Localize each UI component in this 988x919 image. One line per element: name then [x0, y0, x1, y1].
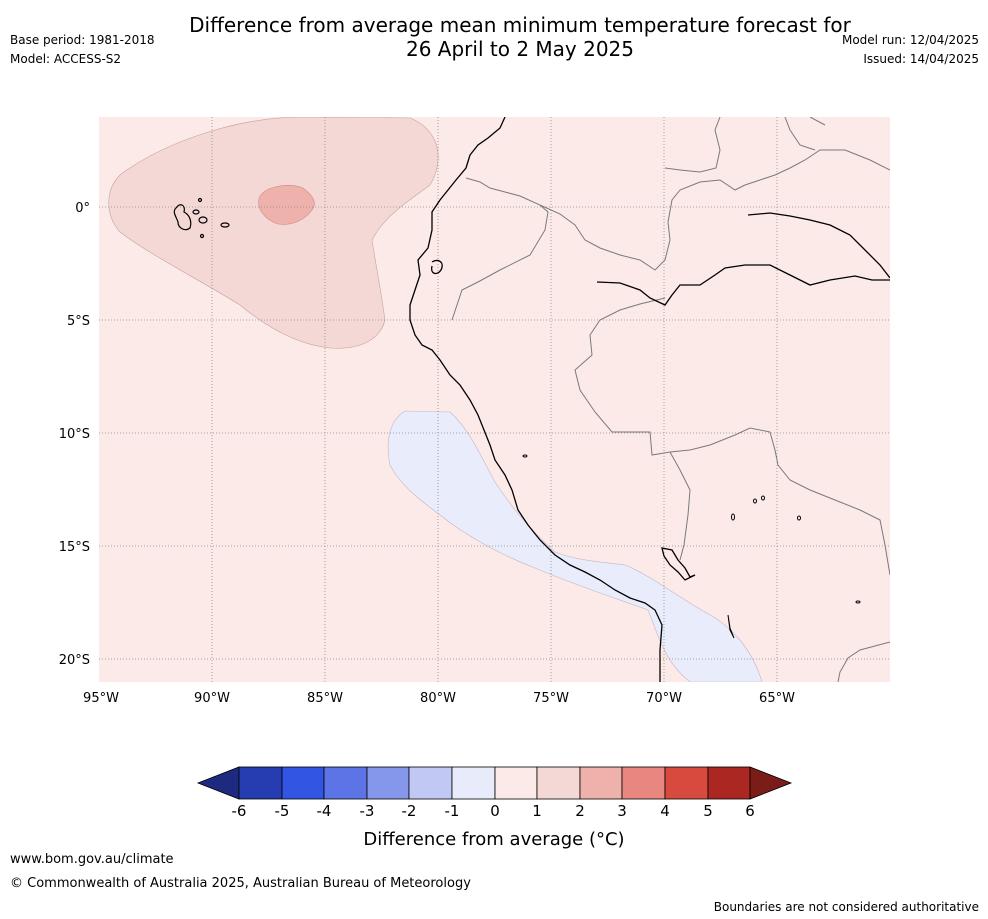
colorbar	[196, 766, 793, 800]
pinta-island	[197, 197, 203, 203]
country-borders	[451, 117, 890, 682]
colorbar-tick-m2: -2	[402, 802, 417, 820]
inland-lakes	[522, 454, 861, 639]
colorbar-cell-m1	[451, 766, 496, 800]
map-title: Difference from average mean minimum tem…	[160, 13, 880, 61]
colorbar-cell-m4	[323, 766, 368, 800]
lake-1	[522, 454, 528, 458]
colorbar-cell-3	[621, 766, 666, 800]
north-brazil-border	[664, 117, 721, 173]
espanola-island	[199, 233, 205, 239]
lake-3	[753, 498, 757, 504]
lon-tick-70w: 70°W	[646, 691, 682, 706]
model-name: Model: ACCESS-S2	[10, 52, 122, 66]
footer-copyright: © Commonwealth of Australia 2025, Austra…	[10, 876, 471, 891]
coastlines	[409, 117, 890, 682]
colorbar-tick-2: 2	[575, 802, 585, 820]
gulf-of-guayaquil	[431, 259, 443, 275]
anomaly-1-2-region	[108, 117, 439, 349]
lon-tick-65w: 65°W	[759, 691, 795, 706]
issued-date: Issued: 14/04/2025	[863, 52, 979, 66]
lake-2	[731, 513, 735, 521]
graticule	[99, 117, 890, 682]
colorbar-tick-m6: -6	[232, 802, 247, 820]
lat-tick-10s: 10°S	[59, 427, 90, 442]
galapagos-islands	[173, 197, 230, 239]
colorbar-ticks: -6 -5 -4 -3 -2 -1 0 1 2 3 4 5 6	[232, 802, 755, 820]
colorbar-tick-4: 4	[660, 802, 670, 820]
lon-tick-75w: 75°W	[533, 691, 569, 706]
colorbar-extend-low	[196, 766, 240, 800]
footer-disclaimer: Boundaries are not considered authoritat…	[713, 900, 979, 914]
lat-tick-5s: 5°S	[67, 314, 90, 329]
lat-tick-15s: 15°S	[59, 540, 90, 555]
colorbar-cell-m5	[281, 766, 325, 800]
santiago-island	[192, 209, 200, 215]
model-run: Model run: 12/04/2025	[841, 33, 979, 47]
isabela-island	[173, 204, 192, 231]
lake-poopo	[727, 614, 735, 639]
colorbar-cell-2	[579, 766, 623, 800]
lake-5	[797, 515, 801, 521]
lon-tick-95w: 95°W	[83, 691, 119, 706]
colorbar-cell-m2	[408, 766, 453, 800]
colorbar-cell-0	[494, 766, 538, 800]
pacific-coastline	[409, 117, 663, 682]
footer-url: www.bom.gov.au/climate	[10, 852, 174, 867]
lon-tick-90w: 90°W	[194, 691, 230, 706]
colorbar-cell-5	[707, 766, 751, 800]
base-period: Base period: 1981-2018	[10, 33, 155, 47]
lat-tick-labels: 0° 5°S 10°S 15°S 20°S	[59, 201, 90, 668]
lon-tick-labels: 95°W 90°W 85°W 80°W 75°W 70°W 65°W	[83, 691, 795, 706]
san-cristobal-island	[220, 222, 230, 228]
title-line-1: Difference from average mean minimum tem…	[189, 13, 851, 37]
colorbar-label: Difference from average (°C)	[363, 829, 624, 850]
colorbar-cell-4	[664, 766, 709, 800]
colorbar-tick-m3: -3	[360, 802, 375, 820]
colorbar-cell-m6	[238, 766, 283, 800]
colorbar-extend-high	[749, 766, 793, 800]
colorbar-tick-1: 1	[532, 802, 542, 820]
colorbar-cell-1	[536, 766, 581, 800]
title-line-2: 26 April to 2 May 2025	[406, 37, 634, 61]
lake-6	[855, 600, 861, 604]
colorbar-tick-6: 6	[745, 802, 755, 820]
santa-cruz-island	[198, 216, 208, 224]
bolivia-south-border	[837, 641, 890, 682]
rio-negro	[747, 212, 890, 279]
lat-tick-20s: 20°S	[59, 653, 90, 668]
colombia-venezuela-border	[539, 149, 890, 271]
lake-4	[761, 495, 765, 501]
colorbar-tick-5: 5	[703, 802, 713, 820]
colorbar-tick-0: 0	[490, 802, 500, 820]
colorbar-tick-m5: -5	[275, 802, 290, 820]
amazon-river	[596, 264, 890, 306]
lon-tick-80w: 80°W	[420, 691, 456, 706]
lake-titicaca	[661, 547, 696, 581]
lat-tick-0: 0°	[75, 201, 90, 216]
lon-tick-85w: 85°W	[307, 691, 343, 706]
brazil-bolivia-border	[669, 427, 890, 576]
colorbar-tick-m1: -1	[445, 802, 460, 820]
anomaly-2-3-region	[258, 185, 315, 225]
colombia-ecuador-border	[451, 177, 549, 321]
northeast-border	[784, 117, 826, 151]
colorbar-tick-m4: -4	[317, 802, 332, 820]
colorbar-tick-3: 3	[617, 802, 627, 820]
colorbar-cell-m3	[366, 766, 410, 800]
peru-brazil-border	[574, 297, 691, 561]
